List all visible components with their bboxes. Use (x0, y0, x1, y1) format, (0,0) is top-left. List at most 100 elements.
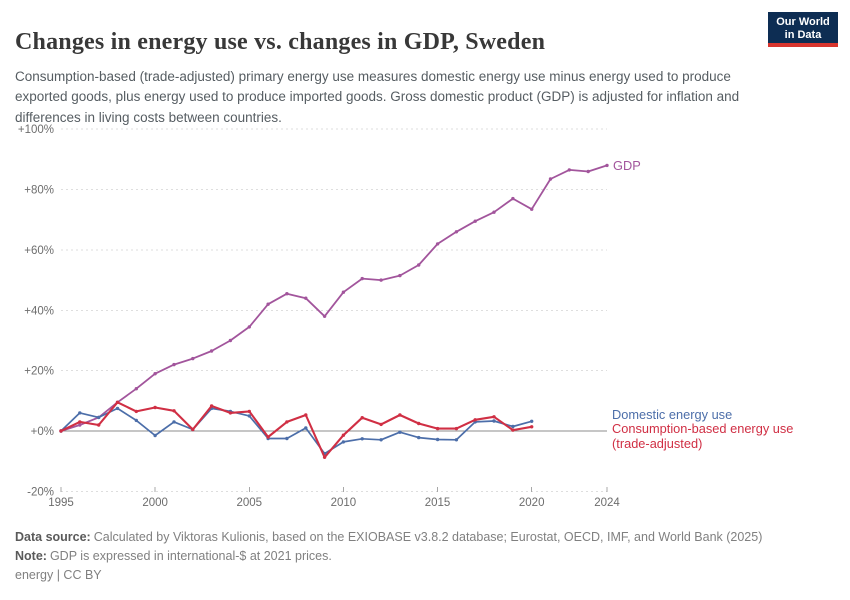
domestic-energy-line-marker (172, 420, 176, 424)
domestic-energy-line-marker (153, 433, 157, 438)
consumption-energy-line-marker (115, 400, 120, 404)
series-label-consumption: Consumption-based energy use (trade-adju… (612, 421, 827, 451)
gdp-line-marker (153, 372, 157, 376)
gdp-line-marker (492, 210, 496, 214)
credit-line: energy | CC BY (15, 568, 102, 582)
series-label-consumption-line1: Consumption-based energy use (612, 421, 794, 436)
consumption-energy-line-marker (511, 428, 515, 432)
domestic-energy-line-marker (417, 435, 421, 440)
consumption-energy-line-marker (417, 421, 421, 426)
gdp-line-marker (586, 169, 590, 174)
y-tick-label: +40% (24, 305, 54, 317)
note-text: GDP is expressed in international-$ at 2… (49, 549, 332, 563)
series-label-domestic: Domestic energy use (612, 407, 733, 422)
data-source-line: Data source: Calculated by Viktoras Kulio… (15, 530, 835, 544)
gdp-line-marker (530, 207, 534, 211)
consumption-energy-line-marker (97, 423, 101, 427)
gdp-line-marker (172, 362, 176, 367)
gridlines (61, 128, 607, 492)
x-tick-label: 2020 (519, 497, 545, 509)
consumption-energy-line-marker (153, 405, 157, 410)
gdp-line-marker (379, 278, 383, 282)
domestic-energy-line-marker (398, 430, 402, 434)
domestic-energy-line-marker (435, 437, 440, 442)
consumption-energy-line-marker (530, 425, 534, 429)
domestic-energy-line-marker (454, 438, 459, 442)
domestic-energy-line-marker (341, 440, 346, 444)
y-tick-label: +60% (24, 245, 54, 257)
chart-subtitle: Consumption-based (trade-adjusted) prima… (15, 68, 740, 125)
consumption-energy-line-marker (247, 409, 251, 414)
owid-logo: Our World in Data (768, 12, 838, 47)
gdp-line-marker (341, 290, 346, 294)
gdp-line-marker (322, 314, 327, 318)
consumption-energy-line-path (59, 401, 533, 459)
consumption-energy-line-marker (285, 420, 289, 424)
series-label-gdp: GDP (613, 158, 641, 173)
domestic-energy-line-marker (78, 411, 82, 415)
gdp-line-path (60, 164, 608, 432)
gdp-line-marker (435, 242, 440, 246)
consumption-energy-line-marker (266, 435, 270, 439)
domestic-energy-line-marker (530, 419, 534, 423)
y-tick-label: -20% (27, 486, 54, 498)
domestic-energy-line-marker (304, 426, 308, 430)
consumption-energy-line-marker (473, 418, 477, 422)
domestic-energy-line-marker (379, 438, 383, 442)
consumption-energy-line-marker (398, 413, 402, 417)
series-label-consumption-line2: (trade-adjusted) (612, 436, 703, 451)
x-axis: 1995 2000 2005 2010 2015 2020 2024 (48, 486, 620, 509)
gdp-line-marker (454, 230, 459, 234)
gdp-line-marker (247, 325, 251, 329)
consumption-energy-line-marker (172, 409, 176, 413)
domestic-energy-line-marker (285, 436, 289, 441)
consumption-energy-line-marker (209, 404, 214, 408)
domestic-energy-line-marker (134, 418, 138, 423)
y-tick-label: +100% (18, 124, 54, 136)
gdp-line (59, 163, 609, 433)
x-tick-label: 2015 (425, 497, 451, 509)
gdp-line-marker (548, 177, 553, 181)
gdp-line-marker (304, 296, 308, 300)
y-tick-label: +20% (24, 366, 54, 378)
consumption-energy-line (59, 400, 534, 459)
consumption-energy-line-marker (435, 426, 440, 431)
y-tick-label: +80% (24, 185, 54, 197)
gdp-line-marker (266, 302, 270, 306)
gdp-line-marker (473, 219, 477, 223)
note-label: Note: (15, 549, 47, 563)
y-tick-label: +0% (31, 426, 54, 438)
gdp-line-marker (360, 276, 364, 281)
domestic-energy-line-marker (492, 419, 496, 423)
data-source-text: Calculated by Viktoras Kulionis, based o… (93, 530, 763, 544)
gdp-line-marker (134, 387, 138, 391)
domestic-energy-line-marker (511, 424, 515, 429)
gdp-line-marker (605, 163, 609, 168)
gdp-line-marker (209, 349, 214, 353)
data-source-label: Data source: (15, 530, 91, 544)
gdp-line-marker (228, 338, 233, 343)
consumption-energy-line-marker (492, 415, 496, 419)
consumption-energy-line-marker (454, 426, 459, 431)
consumption-energy-line-marker (191, 427, 195, 432)
domestic-energy-line-marker (360, 437, 364, 441)
consumption-energy-line-marker (304, 413, 308, 417)
x-tick-label: 2024 (594, 497, 620, 509)
domestic-energy-line-marker (115, 406, 120, 411)
note-line: Note: GDP is expressed in international-$… (15, 549, 835, 563)
domestic-energy-line-marker (97, 415, 101, 420)
x-tick-label: 1995 (48, 497, 74, 509)
gdp-line-marker (417, 263, 421, 267)
domestic-energy-line-path (60, 407, 533, 455)
gdp-line-marker (567, 168, 571, 172)
gdp-line-marker (285, 292, 289, 296)
consumption-energy-line-marker (322, 455, 327, 459)
consumption-energy-line-marker (59, 429, 63, 433)
consumption-energy-line-marker (341, 433, 346, 437)
x-tick-label: 2010 (331, 497, 357, 509)
x-tick-label: 2005 (236, 497, 262, 509)
domestic-energy-line-marker (247, 414, 251, 418)
consumption-energy-line-marker (228, 411, 233, 415)
